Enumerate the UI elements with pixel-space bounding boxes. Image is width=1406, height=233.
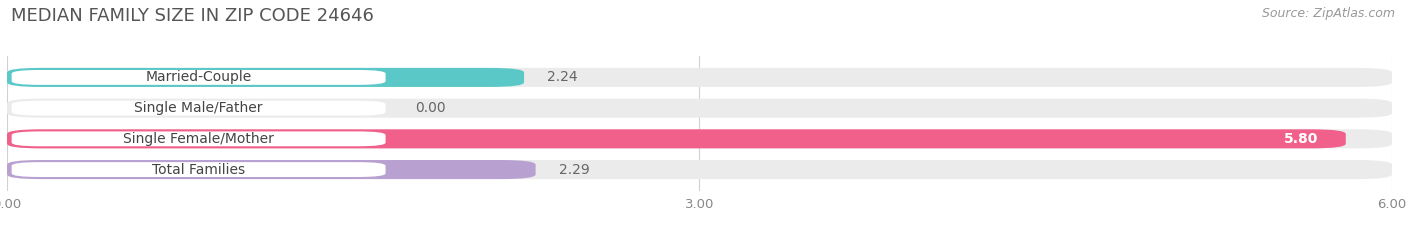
FancyBboxPatch shape [7,68,1392,87]
FancyBboxPatch shape [7,99,1392,118]
Text: Single Female/Mother: Single Female/Mother [124,132,274,146]
Text: MEDIAN FAMILY SIZE IN ZIP CODE 24646: MEDIAN FAMILY SIZE IN ZIP CODE 24646 [11,7,374,25]
FancyBboxPatch shape [11,131,385,146]
Text: Married-Couple: Married-Couple [145,70,252,84]
FancyBboxPatch shape [11,101,385,116]
FancyBboxPatch shape [7,160,1392,179]
FancyBboxPatch shape [11,162,385,177]
FancyBboxPatch shape [7,129,1346,148]
Text: 0.00: 0.00 [416,101,446,115]
Text: 2.24: 2.24 [547,70,578,84]
FancyBboxPatch shape [7,68,524,87]
Text: 2.29: 2.29 [558,163,589,177]
FancyBboxPatch shape [7,129,1392,148]
FancyBboxPatch shape [7,160,536,179]
FancyBboxPatch shape [11,70,385,85]
Text: Source: ZipAtlas.com: Source: ZipAtlas.com [1261,7,1395,20]
Text: 5.80: 5.80 [1284,132,1317,146]
Text: Single Male/Father: Single Male/Father [135,101,263,115]
Text: Total Families: Total Families [152,163,245,177]
